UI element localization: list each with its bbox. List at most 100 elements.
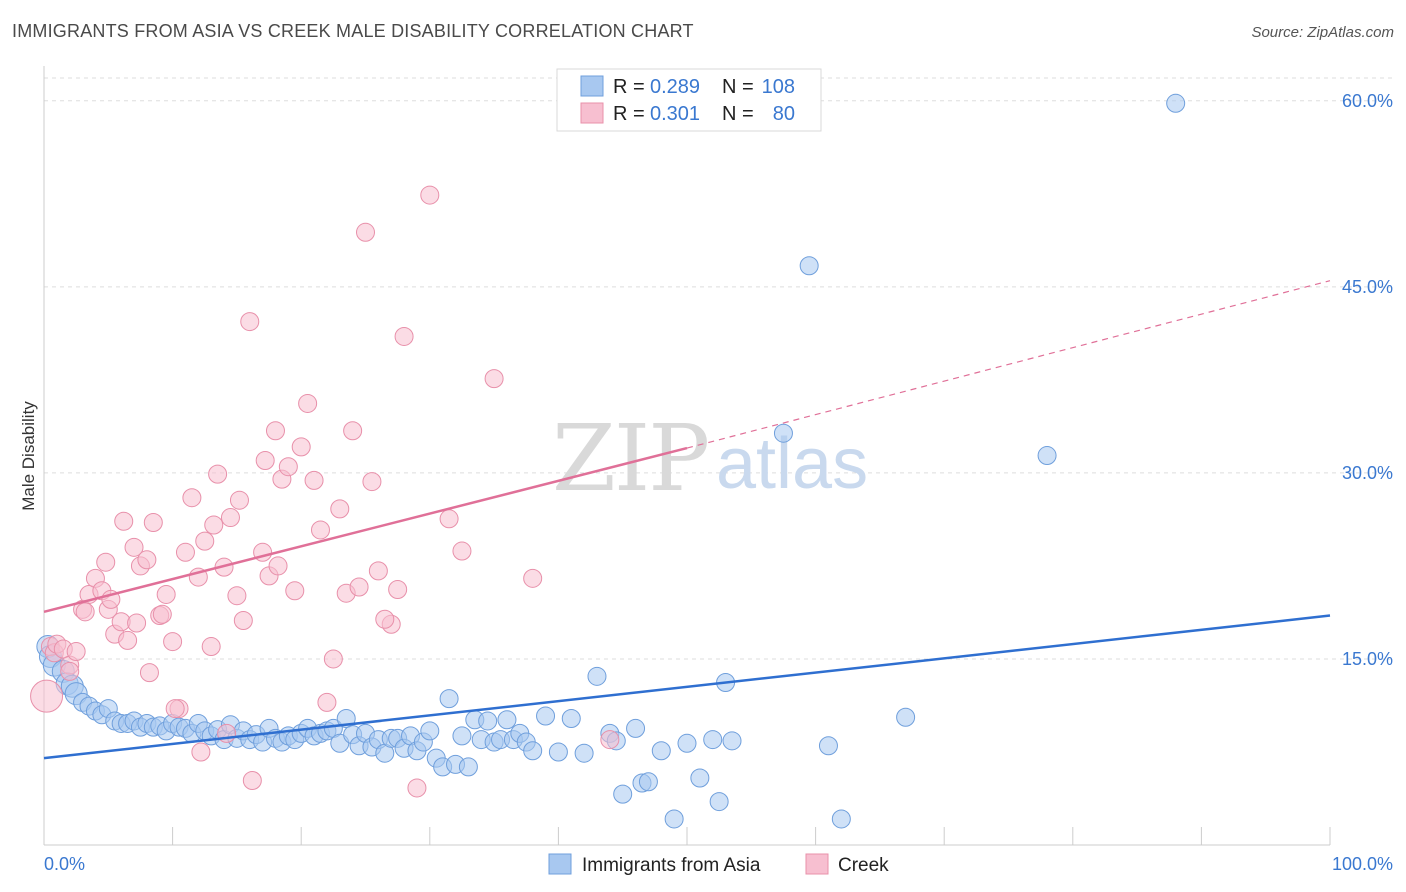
data-point bbox=[124, 537, 144, 557]
legend-n-label-creek: N = bbox=[722, 103, 754, 125]
bottom-legend-swatch-asia bbox=[548, 853, 572, 875]
data-point bbox=[896, 707, 916, 727]
data-point bbox=[310, 520, 330, 540]
data-point bbox=[1037, 446, 1057, 466]
bottom-legend-swatch-creek bbox=[805, 853, 829, 875]
data-point bbox=[66, 642, 86, 662]
data-point bbox=[75, 602, 95, 622]
legend-box: R = 0.289 N = 108 R = 0.301 N = 80 bbox=[556, 68, 822, 132]
data-point bbox=[240, 312, 260, 332]
data-point bbox=[439, 689, 459, 709]
data-point bbox=[709, 792, 729, 812]
data-point bbox=[523, 741, 543, 761]
data-point bbox=[677, 733, 697, 753]
legend-r-label-asia: R = bbox=[613, 76, 645, 98]
legend-r-value-creek: 0.301 bbox=[650, 103, 700, 125]
data-point bbox=[208, 464, 228, 484]
data-point bbox=[497, 710, 517, 730]
series-creek-points bbox=[30, 185, 620, 798]
data-point bbox=[268, 556, 288, 576]
data-point bbox=[613, 784, 633, 804]
data-point bbox=[152, 604, 172, 624]
x-tick-label: 0.0% bbox=[44, 854, 85, 874]
legend-swatch-asia bbox=[580, 75, 604, 97]
data-point bbox=[523, 568, 543, 588]
data-point bbox=[317, 692, 337, 712]
axes bbox=[43, 66, 1331, 846]
data-point bbox=[204, 515, 224, 535]
data-point bbox=[265, 421, 285, 441]
data-point bbox=[536, 706, 556, 726]
legend-n-value-asia: 108 bbox=[762, 76, 795, 98]
grid-lines bbox=[44, 77, 1392, 660]
data-point bbox=[233, 611, 253, 631]
legend-r-value-asia: 0.289 bbox=[650, 76, 700, 98]
data-point bbox=[484, 369, 504, 389]
data-point bbox=[278, 457, 298, 477]
data-point bbox=[664, 809, 684, 829]
data-point bbox=[30, 679, 64, 713]
data-point bbox=[291, 437, 311, 457]
data-point bbox=[182, 488, 202, 508]
data-point bbox=[227, 586, 247, 606]
data-point bbox=[600, 730, 620, 750]
trend-line bbox=[43, 614, 1331, 760]
data-point bbox=[703, 730, 723, 750]
data-point bbox=[773, 423, 793, 443]
data-point bbox=[349, 577, 369, 597]
chart-title: IMMIGRANTS FROM ASIA VS CREEK MALE DISAB… bbox=[12, 21, 694, 41]
y-tick-label: 15.0% bbox=[1342, 649, 1393, 669]
series-asia-points bbox=[36, 93, 1186, 829]
data-point bbox=[175, 542, 195, 562]
data-point bbox=[114, 511, 134, 531]
watermark-zip: ZIP bbox=[552, 405, 708, 512]
data-point bbox=[394, 326, 414, 346]
legend-n-label-asia: N = bbox=[722, 76, 754, 98]
data-point bbox=[638, 772, 658, 792]
data-point bbox=[722, 731, 742, 751]
y-tick-labels: 15.0% 30.0% 45.0% 60.0% bbox=[1342, 91, 1393, 669]
data-point bbox=[407, 778, 427, 798]
source-label: Source: ZipAtlas.com bbox=[1251, 24, 1394, 41]
data-point bbox=[420, 185, 440, 205]
data-point bbox=[298, 393, 318, 413]
trend-line bbox=[43, 446, 688, 614]
data-point bbox=[285, 581, 305, 601]
data-point bbox=[60, 661, 80, 681]
data-point bbox=[1166, 93, 1186, 113]
data-point bbox=[191, 742, 211, 762]
data-point bbox=[831, 809, 851, 829]
data-point bbox=[137, 550, 157, 570]
data-point bbox=[127, 613, 147, 633]
data-point bbox=[323, 649, 343, 669]
data-point bbox=[452, 726, 472, 746]
data-point bbox=[818, 736, 838, 756]
data-point bbox=[343, 421, 363, 441]
data-point bbox=[304, 470, 324, 490]
data-point bbox=[690, 768, 710, 788]
legend-swatch-creek bbox=[580, 102, 604, 124]
data-point bbox=[362, 472, 382, 492]
bottom-legend-label-asia: Immigrants from Asia bbox=[582, 855, 761, 876]
data-point bbox=[220, 508, 240, 528]
data-point bbox=[242, 771, 262, 791]
y-axis-label: Male Disability bbox=[19, 401, 38, 511]
watermark: ZIP atlas bbox=[552, 405, 868, 512]
data-point bbox=[587, 666, 607, 686]
data-point bbox=[452, 541, 472, 561]
data-point bbox=[548, 742, 568, 762]
data-point bbox=[388, 579, 408, 599]
data-point bbox=[195, 531, 215, 551]
data-point bbox=[375, 609, 395, 629]
data-point bbox=[420, 721, 440, 741]
data-point bbox=[478, 711, 498, 731]
data-point bbox=[118, 630, 138, 650]
trend-line-extension bbox=[686, 280, 1331, 449]
data-point bbox=[356, 222, 375, 242]
data-point bbox=[458, 757, 478, 777]
data-point bbox=[439, 509, 459, 529]
trend-lines bbox=[43, 280, 1331, 760]
data-point bbox=[651, 741, 671, 761]
data-point bbox=[626, 718, 646, 738]
